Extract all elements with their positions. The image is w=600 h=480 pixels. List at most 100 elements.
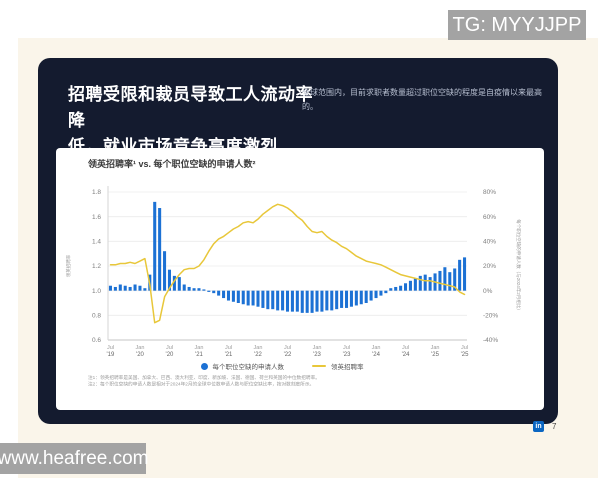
- applicants-bar: [413, 278, 417, 291]
- chart-card: 领英招聘率¹ vs. 每个职位空缺的申请人数² 1.8 1.6 1.4 1.2 1.0 0…: [56, 148, 544, 410]
- legend-label-applicants: 每个职位空缺的申请人数: [212, 364, 285, 371]
- page-number: 7: [552, 422, 557, 431]
- applicants-bar: [177, 277, 181, 291]
- presentation-slide: 招聘受限和裁员导致工人流动率降 低，就业市场竞争高度激烈 全球范围内，目前求职者…: [38, 58, 558, 424]
- applicants-bar: [236, 290, 240, 303]
- applicants-bar: [261, 290, 265, 308]
- applicants-bar: [448, 272, 452, 291]
- left-axis-tick: 1.0: [92, 288, 101, 295]
- hiring-rate-line: [109, 203, 466, 324]
- slide-subtitle: 全球范围内，目前求职者数量超过职位空缺的程度是自疫情以来最高的。: [302, 88, 542, 111]
- applicants-bar: [167, 269, 171, 291]
- x-axis-tick-year: '23: [343, 352, 351, 358]
- applicants-bar: [271, 290, 275, 310]
- applicants-bar: [212, 290, 216, 294]
- x-axis-tick-month: Jul: [225, 345, 232, 351]
- applicants-bar: [389, 288, 393, 291]
- applicants-bar: [246, 290, 250, 306]
- x-axis-tick-month: Jan: [136, 345, 145, 351]
- legend-item-hiring-rate: 领英招聘率: [312, 361, 364, 371]
- x-axis-tick-year: '21: [225, 352, 233, 358]
- applicants-bar: [187, 286, 191, 291]
- legend-label-hiring-rate: 领英招聘率: [331, 364, 364, 371]
- applicants-bar: [453, 268, 457, 291]
- x-axis-tick-month: Jan: [195, 345, 204, 351]
- footnote-1: 注1：领英招聘率是美国、加拿大、巴西、澳大利亚、印度、新加坡、法国、德国、荷兰和…: [88, 376, 320, 381]
- left-axis-tick: 1.2: [92, 263, 101, 270]
- chart-footnotes: 注1：领英招聘率是美国、加拿大、巴西、澳大利亚、印度、新加坡、法国、德国、荷兰和…: [88, 376, 540, 388]
- applicants-bar: [241, 290, 245, 305]
- applicants-bar: [182, 284, 186, 291]
- applicants-bar: [374, 290, 378, 299]
- applicants-bar: [153, 201, 157, 291]
- applicants-bar: [133, 284, 137, 291]
- applicants-bar: [369, 290, 373, 301]
- applicants-bar: [404, 283, 408, 291]
- applicants-bar: [379, 290, 383, 296]
- applicants-bar: [202, 289, 206, 291]
- x-axis-tick-month: Jul: [343, 345, 350, 351]
- applicants-bar: [281, 290, 285, 311]
- applicants-bar: [359, 290, 363, 305]
- applicants-bar: [113, 286, 117, 291]
- applicants-bar: [158, 208, 162, 291]
- legend-bar-swatch-icon: [200, 362, 208, 370]
- x-axis-tick-year: '21: [195, 352, 203, 358]
- x-axis-tick-year: '24: [372, 352, 380, 358]
- applicants-bar: [300, 290, 304, 313]
- x-axis-tick-month: Jul: [402, 345, 409, 351]
- chart-legend: 每个职位空缺的申请人数 领英招聘率: [56, 361, 508, 371]
- applicants-bar: [197, 288, 201, 291]
- right-axis-tick: -40%: [483, 337, 498, 344]
- applicants-bar: [217, 290, 221, 296]
- applicants-bar: [320, 290, 324, 312]
- applicants-bar: [128, 286, 132, 291]
- applicants-bar: [226, 290, 231, 301]
- right-axis-tick: 20%: [483, 263, 496, 270]
- applicants-bar: [163, 251, 167, 291]
- applicants-bar: [458, 259, 462, 291]
- applicants-bar: [256, 290, 260, 307]
- chart-title: 领英招聘率¹ vs. 每个职位空缺的申请人数²: [88, 159, 256, 169]
- left-axis-tick: 0.6: [92, 337, 101, 344]
- applicants-bar: [143, 288, 147, 291]
- applicants-bar: [295, 290, 299, 312]
- applicants-bar: [349, 290, 353, 307]
- applicants-bar: [310, 290, 314, 313]
- x-axis-tick-month: Jan: [372, 345, 381, 351]
- watermark-website: www.heafree.com: [0, 443, 149, 474]
- applicants-bar: [364, 290, 368, 303]
- x-axis-tick-month: Jan: [254, 345, 263, 351]
- right-axis-tick: 0%: [483, 288, 493, 295]
- applicants-bar: [276, 290, 280, 311]
- hiring-rate-vs-applicants-chart: 1.8 1.6 1.4 1.2 1.0 0.8 0.6 80% 60% 40% 20% 0% -20% -…: [65, 186, 522, 358]
- applicants-bar: [207, 290, 211, 292]
- x-axis-tick-year: '25: [431, 352, 439, 358]
- applicants-bar: [330, 290, 334, 311]
- applicants-bar: [394, 286, 398, 291]
- applicants-bar: [123, 285, 127, 291]
- left-axis-tick: 1.4: [92, 239, 101, 246]
- applicants-bar: [285, 290, 290, 312]
- watermark-telegram: TG: MYYJJPP: [448, 10, 586, 40]
- right-axis-tick: 60%: [483, 214, 496, 221]
- x-axis-tick-month: Jul: [166, 345, 173, 351]
- slide-title-line1: 招聘受限和裁员导致工人流动率降: [68, 85, 313, 130]
- applicants-bar: [192, 288, 196, 291]
- applicants-bar: [305, 290, 309, 313]
- left-axis-label: 领英招聘率: [65, 254, 72, 277]
- x-axis-tick-year: '19: [107, 352, 115, 358]
- applicants-bar: [418, 275, 422, 291]
- right-axis-tick: -20%: [483, 313, 498, 320]
- applicants-bar: [443, 267, 447, 291]
- applicants-bar: [335, 290, 339, 310]
- x-axis-tick-year: '22: [254, 352, 262, 358]
- x-axis-tick-year: '23: [313, 352, 321, 358]
- applicants-bar: [384, 290, 388, 294]
- x-axis-tick-month: Jul: [461, 345, 468, 351]
- applicants-bar: [340, 290, 344, 308]
- applicants-bar: [290, 290, 294, 312]
- right-axis-tick: 80%: [483, 189, 496, 196]
- applicants-bar: [325, 290, 329, 311]
- applicants-bar: [251, 290, 255, 306]
